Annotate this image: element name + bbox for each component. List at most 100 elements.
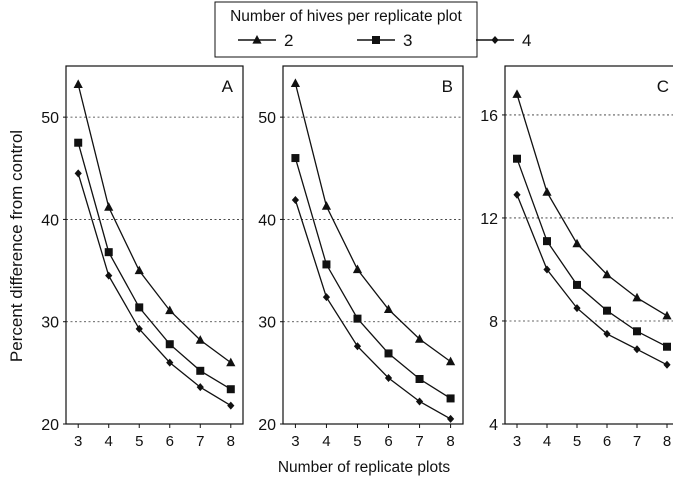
data-point-3 [415, 374, 424, 383]
data-point-2 [165, 305, 175, 315]
data-point-2 [662, 310, 672, 320]
data-point-2 [383, 304, 394, 314]
x-tick-label: 8 [663, 433, 671, 450]
legend: Number of hives per replicate plot 2 3 4 [214, 1, 531, 58]
data-point-2 [512, 89, 522, 98]
legend-title: Number of hives per replicate plot [230, 8, 462, 25]
panel-frame [282, 65, 464, 425]
data-point-4 [105, 271, 113, 280]
y-tick-label: 8 [489, 314, 498, 331]
x-tick-label: 4 [543, 433, 551, 450]
y-axis-title: Percent difference from control [7, 130, 26, 362]
data-point-4 [633, 345, 641, 354]
x-tick-label: 4 [322, 433, 330, 450]
x-tick-label: 8 [446, 433, 454, 450]
data-point-4 [663, 360, 671, 369]
legend-label-4: 4 [522, 31, 531, 50]
panel-label: B [442, 77, 453, 96]
data-point-3 [353, 314, 362, 323]
data-point-3 [196, 366, 205, 375]
data-point-2 [414, 334, 425, 343]
series-line-4 [294, 199, 451, 420]
x-tick-label: 5 [573, 433, 581, 450]
data-point-2 [352, 264, 363, 274]
data-point-3 [104, 248, 113, 257]
data-point-4 [135, 324, 143, 333]
y-tick-label: 30 [258, 315, 276, 332]
data-point-3 [291, 154, 300, 163]
data-point-3 [322, 260, 331, 269]
x-tick-label: 6 [166, 433, 174, 450]
data-point-3 [384, 349, 393, 358]
panel-B: 20 30 40 50 3 4 5 6 7 8 B [258, 65, 464, 450]
data-point-4 [322, 293, 331, 302]
panel-label: A [222, 77, 234, 96]
panel-label: C [657, 77, 669, 96]
data-point-4 [227, 401, 235, 410]
x-tick-label: 3 [291, 433, 299, 450]
x-tick-label: 7 [196, 433, 204, 450]
data-point-4 [513, 190, 521, 199]
data-point-3 [603, 306, 611, 315]
x-tick-label: 6 [603, 433, 611, 450]
series-line-2 [294, 83, 451, 363]
data-point-2 [73, 79, 83, 89]
data-point-2 [195, 335, 205, 344]
series-line-3 [77, 142, 232, 390]
data-point-4 [573, 304, 581, 313]
legend-label-2: 2 [284, 31, 293, 50]
x-tick-label: 6 [384, 433, 392, 450]
y-tick-label: 12 [480, 211, 498, 228]
series-line-4 [77, 173, 232, 407]
x-tick-label: 5 [135, 433, 143, 450]
data-point-3 [165, 340, 174, 349]
data-point-3 [663, 342, 671, 351]
y-tick-label: 4 [489, 417, 498, 434]
series-line-4 [516, 194, 668, 366]
x-tick-label: 8 [227, 433, 235, 450]
data-point-4 [415, 397, 424, 406]
legend-marker-2 [252, 35, 262, 44]
y-tick-label: 50 [258, 110, 276, 127]
legend-marker-4 [491, 36, 499, 44]
series-line-2 [516, 94, 668, 317]
legend-box [214, 1, 478, 58]
y-tick-label: 40 [258, 212, 276, 229]
panel-frame [65, 65, 244, 425]
x-tick-label: 5 [353, 433, 361, 450]
data-point-2 [290, 78, 301, 87]
data-point-2 [572, 238, 582, 248]
series-line-2 [77, 84, 232, 364]
x-tick-label: 7 [633, 433, 641, 450]
series-line-3 [516, 158, 668, 348]
legend-label-3: 3 [403, 31, 412, 50]
data-point-4 [603, 329, 611, 338]
legend-entries: 2 3 4 [238, 31, 531, 50]
data-point-2 [632, 292, 642, 302]
x-tick-label: 7 [415, 433, 423, 450]
data-point-2 [226, 357, 236, 367]
data-point-4 [446, 414, 455, 423]
data-point-2 [602, 269, 612, 279]
data-point-3 [543, 237, 551, 246]
x-tick-label: 4 [105, 433, 113, 450]
y-tick-label: 16 [480, 108, 498, 125]
x-axis-title: Number of replicate plots [278, 459, 451, 476]
y-tick-label: 40 [41, 212, 59, 229]
data-point-2 [104, 202, 114, 211]
data-point-3 [573, 280, 581, 289]
y-tick-label: 20 [41, 417, 59, 434]
data-point-4 [291, 195, 300, 204]
data-point-4 [166, 358, 174, 367]
data-point-4 [196, 383, 204, 392]
data-point-3 [513, 154, 521, 163]
data-point-4 [543, 265, 551, 274]
data-point-4 [384, 373, 393, 382]
series-line-3 [294, 157, 451, 399]
data-point-3 [446, 394, 455, 403]
data-point-3 [74, 138, 83, 147]
legend-marker-3 [372, 36, 380, 44]
